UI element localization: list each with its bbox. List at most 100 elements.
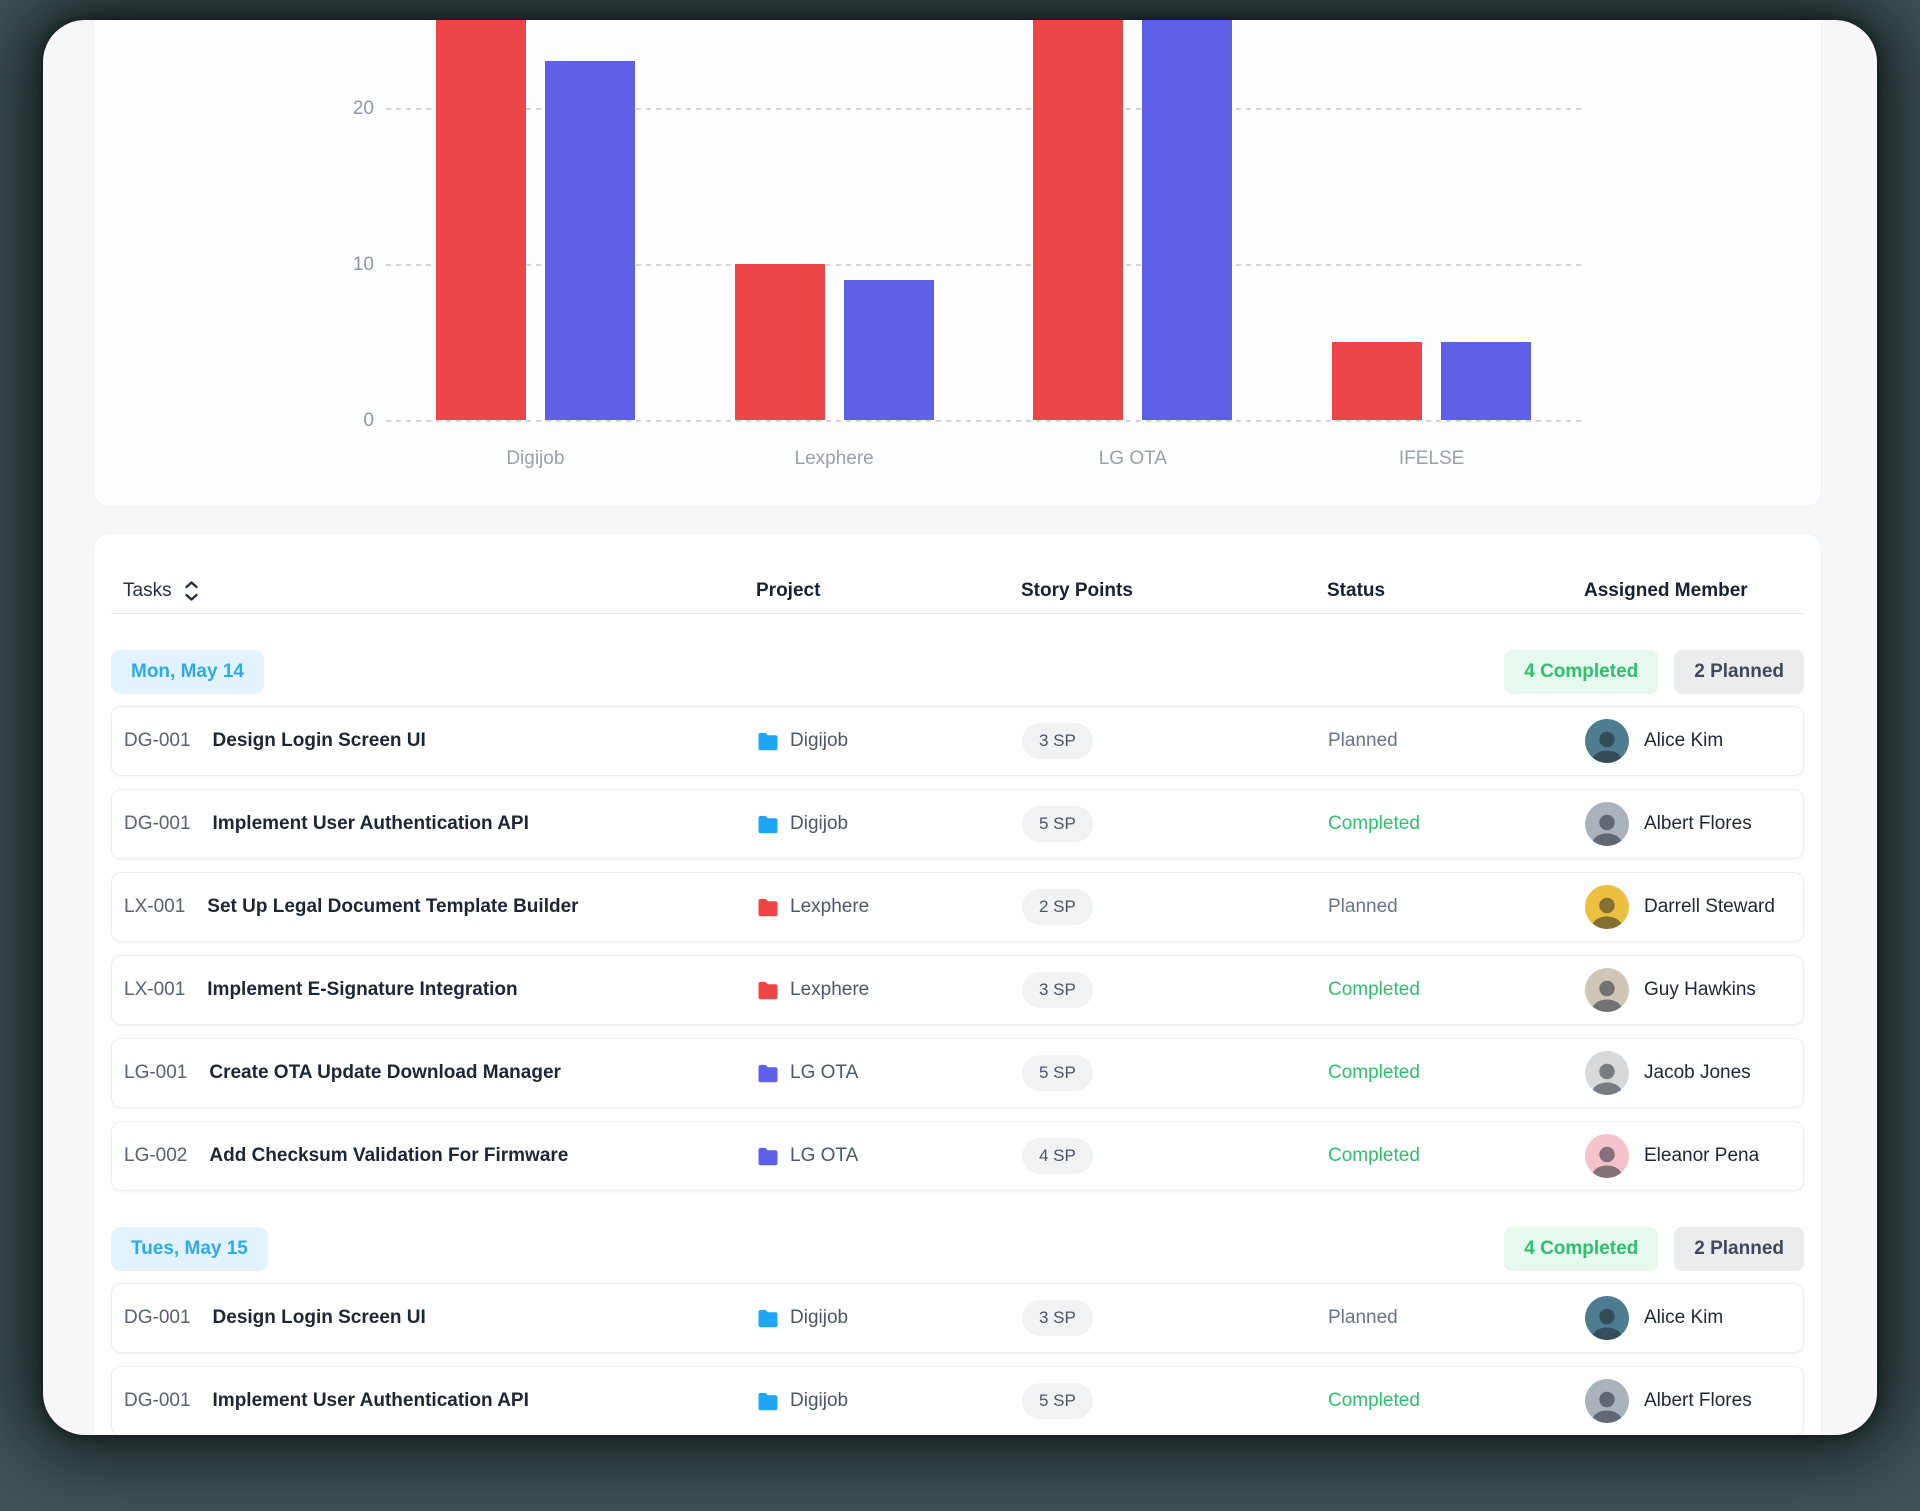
group-badges: 4 Completed 2 Planned — [1504, 650, 1804, 694]
story-points-cell: 5 SP — [1022, 806, 1328, 842]
table-row[interactable]: DG-001 Implement User Authentication API… — [111, 1366, 1804, 1435]
task-id: LG-002 — [124, 1145, 188, 1166]
table-row[interactable]: DG-001 Design Login Screen UI Digijob 3 … — [111, 706, 1804, 776]
member-name: Jacob Jones — [1644, 1062, 1751, 1083]
assigned-member-cell: Alice Kim — [1585, 719, 1803, 763]
status-cell: Completed — [1328, 979, 1585, 1001]
task-id: DG-001 — [124, 730, 191, 751]
task-cell: DG-001 Design Login Screen UI — [124, 1307, 757, 1329]
project-label: LG OTA — [790, 1062, 859, 1083]
assigned-member-cell: Albert Flores — [1585, 1379, 1803, 1423]
folder-icon — [757, 898, 779, 917]
member-name: Darrell Steward — [1644, 896, 1775, 917]
completed-count-badge: 4 Completed — [1504, 1227, 1659, 1271]
group-rows: DG-001 Design Login Screen UI Digijob 3 … — [111, 706, 1804, 1191]
x-axis-label: IFELSE — [1398, 448, 1465, 469]
task-cell: DG-001 Implement User Authentication API — [124, 1390, 757, 1412]
avatar — [1585, 885, 1629, 929]
table-row[interactable]: DG-001 Implement User Authentication API… — [111, 789, 1804, 859]
assigned-member-cell: Jacob Jones — [1585, 1051, 1803, 1095]
x-axis-label: Digijob — [506, 448, 565, 469]
y-axis-tick-label: 0 — [363, 410, 374, 431]
status-cell: Planned — [1328, 1307, 1585, 1329]
story-points-cell: 2 SP — [1022, 889, 1328, 925]
avatar — [1585, 802, 1629, 846]
member-name: Albert Flores — [1644, 1390, 1752, 1411]
member-name: Alice Kim — [1644, 1307, 1724, 1328]
project-label: Digijob — [790, 1390, 849, 1411]
project-cell: Digijob — [757, 813, 1022, 835]
table-row[interactable]: LX-001 Set Up Legal Document Template Bu… — [111, 872, 1804, 942]
table-row[interactable]: DG-001 Design Login Screen UI Digijob 3 … — [111, 1283, 1804, 1353]
bar-digijob-1 — [544, 61, 635, 420]
task-cell: LG-001 Create OTA Update Download Manage… — [124, 1062, 757, 1084]
group-header: Tues, May 15 4 Completed 2 Planned — [111, 1227, 1804, 1271]
sort-icon — [184, 580, 199, 602]
status-label: Planned — [1328, 896, 1398, 917]
member-name: Albert Flores — [1644, 813, 1752, 834]
story-points-chip: 5 SP — [1022, 1055, 1093, 1091]
project-cell: Lexphere — [757, 896, 1022, 918]
status-label: Completed — [1328, 979, 1420, 1000]
bar-digijob-0 — [435, 20, 526, 420]
project-cell: LG OTA — [757, 1145, 1022, 1167]
avatar — [1585, 1296, 1629, 1340]
project-cell: LG OTA — [757, 1062, 1022, 1084]
story-points-cell: 3 SP — [1022, 972, 1328, 1008]
date-badge: Tues, May 15 — [111, 1227, 268, 1271]
status-label: Completed — [1328, 813, 1420, 834]
task-title: Implement E-Signature Integration — [207, 979, 518, 1000]
table-row[interactable]: LG-001 Create OTA Update Download Manage… — [111, 1038, 1804, 1108]
story-points-chip: 4 SP — [1022, 1138, 1093, 1174]
story-points-chip: 2 SP — [1022, 889, 1093, 925]
header-divider — [111, 613, 1804, 614]
assigned-member-cell: Guy Hawkins — [1585, 968, 1803, 1012]
task-cell: LX-001 Set Up Legal Document Template Bu… — [124, 896, 757, 918]
avatar — [1585, 719, 1629, 763]
member-name: Alice Kim — [1644, 730, 1724, 751]
column-header-tasks-sort[interactable]: Tasks — [123, 580, 756, 602]
status-label: Completed — [1328, 1062, 1420, 1083]
status-cell: Completed — [1328, 1390, 1585, 1412]
assigned-member-cell: Alice Kim — [1585, 1296, 1803, 1340]
avatar — [1585, 968, 1629, 1012]
column-header-project: Project — [756, 580, 821, 601]
status-label: Completed — [1328, 1145, 1420, 1166]
assigned-member-cell: Eleanor Pena — [1585, 1134, 1803, 1178]
column-header-assigned-member: Assigned Member — [1584, 580, 1748, 601]
folder-icon — [757, 815, 779, 834]
table-row[interactable]: LX-001 Implement E-Signature Integration… — [111, 955, 1804, 1025]
task-cell: LG-002 Add Checksum Validation For Firmw… — [124, 1145, 757, 1167]
task-group: Tues, May 15 4 Completed 2 Planned DG-00… — [111, 1227, 1804, 1435]
story-points-chip: 5 SP — [1022, 1383, 1093, 1419]
bar-ifelse-0 — [1332, 342, 1423, 420]
status-label: Planned — [1328, 1307, 1398, 1328]
tasks-table-card: Tasks Project Story Points Status Assign… — [93, 533, 1822, 1435]
status-cell: Completed — [1328, 813, 1585, 835]
project-cell: Lexphere — [757, 979, 1022, 1001]
planned-count-badge: 2 Planned — [1674, 650, 1804, 694]
folder-icon — [757, 1064, 779, 1083]
x-axis-label: Lexphere — [794, 448, 874, 469]
gridline — [386, 420, 1581, 422]
status-cell: Planned — [1328, 896, 1585, 918]
task-id: LX-001 — [124, 979, 186, 1000]
task-cell: DG-001 Design Login Screen UI — [124, 730, 757, 752]
task-title: Implement User Authentication API — [212, 813, 529, 834]
folder-icon — [757, 1309, 779, 1328]
column-header-status: Status — [1327, 580, 1386, 601]
project-label: Digijob — [790, 1307, 849, 1328]
planned-count-badge: 2 Planned — [1674, 1227, 1804, 1271]
y-axis-tick-label: 20 — [352, 98, 374, 119]
task-id: DG-001 — [124, 1390, 191, 1411]
table-row[interactable]: LG-002 Add Checksum Validation For Firmw… — [111, 1121, 1804, 1191]
completed-count-badge: 4 Completed — [1504, 650, 1659, 694]
bar-lg-ota-0 — [1033, 20, 1124, 420]
date-badge: Mon, May 14 — [111, 650, 264, 694]
story-points-chip: 3 SP — [1022, 1300, 1093, 1336]
status-cell: Planned — [1328, 730, 1585, 752]
story-points-cell: 5 SP — [1022, 1383, 1328, 1419]
group-header: Mon, May 14 4 Completed 2 Planned — [111, 650, 1804, 694]
column-header-story-points: Story Points — [1021, 580, 1133, 601]
story-points-cell: 3 SP — [1022, 1300, 1328, 1336]
